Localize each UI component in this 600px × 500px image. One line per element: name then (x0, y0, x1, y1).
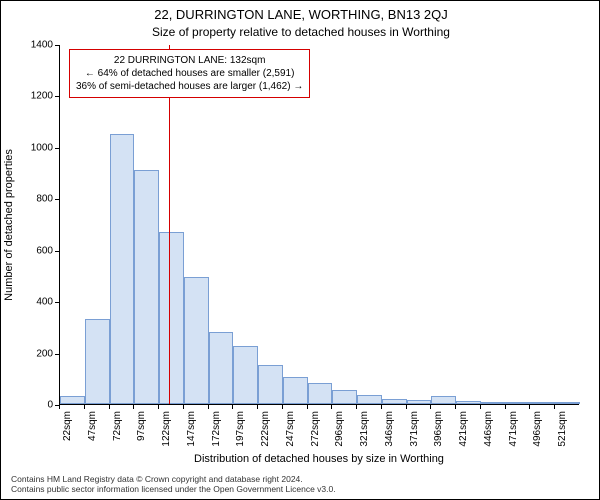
x-tick-label: 496sqm (532, 411, 543, 461)
x-tick-mark (480, 405, 481, 409)
x-tick-mark (356, 405, 357, 409)
y-tick-mark (55, 45, 59, 46)
x-tick-mark (257, 405, 258, 409)
x-tick-label: 521sqm (557, 411, 568, 461)
y-tick-label: 800 (13, 194, 53, 205)
x-tick-label: 122sqm (161, 411, 172, 461)
y-tick-label: 200 (13, 348, 53, 359)
histogram-bar (233, 346, 258, 404)
y-tick-mark (55, 148, 59, 149)
x-tick-mark (430, 405, 431, 409)
y-tick-label: 0 (13, 400, 53, 411)
x-tick-label: 247sqm (285, 411, 296, 461)
callout-line: ← 64% of detached houses are smaller (2,… (76, 67, 303, 80)
x-tick-label: 22sqm (62, 411, 73, 461)
y-tick-mark (55, 251, 59, 252)
histogram-bar (110, 134, 135, 404)
x-tick-label: 97sqm (136, 411, 147, 461)
histogram-bar (209, 332, 234, 404)
y-tick-label: 1200 (13, 91, 53, 102)
y-tick-mark (55, 96, 59, 97)
histogram-bar (456, 401, 481, 404)
x-tick-mark (282, 405, 283, 409)
x-tick-mark (59, 405, 60, 409)
histogram-bar (258, 365, 283, 404)
callout-line: 22 DURRINGTON LANE: 132sqm (76, 54, 303, 67)
x-tick-label: 446sqm (483, 411, 494, 461)
y-tick-mark (55, 302, 59, 303)
x-tick-mark (84, 405, 85, 409)
chart-container: 22, DURRINGTON LANE, WORTHING, BN13 2QJ … (0, 0, 600, 500)
plot-area (59, 45, 579, 405)
callout-line: 36% of semi-detached houses are larger (… (76, 80, 303, 93)
footer-text: Contains HM Land Registry data © Crown c… (11, 474, 591, 495)
x-tick-label: 172sqm (211, 411, 222, 461)
x-tick-label: 72sqm (112, 411, 123, 461)
histogram-bar (308, 383, 333, 404)
histogram-bar (60, 396, 85, 404)
histogram-bar (506, 402, 531, 404)
histogram-bar (184, 277, 209, 404)
x-tick-mark (208, 405, 209, 409)
histogram-bar (283, 377, 308, 404)
page-subtitle: Size of property relative to detached ho… (1, 25, 600, 39)
histogram-bar (530, 402, 555, 404)
x-tick-mark (381, 405, 382, 409)
x-tick-mark (331, 405, 332, 409)
x-tick-label: 396sqm (433, 411, 444, 461)
x-tick-mark (307, 405, 308, 409)
histogram-bar (481, 402, 506, 404)
y-tick-mark (55, 199, 59, 200)
histogram-bar (555, 402, 580, 404)
y-tick-label: 600 (13, 245, 53, 256)
x-tick-mark (554, 405, 555, 409)
x-tick-label: 272sqm (310, 411, 321, 461)
x-tick-mark (529, 405, 530, 409)
histogram-bar (332, 390, 357, 404)
x-tick-mark (158, 405, 159, 409)
page-title: 22, DURRINGTON LANE, WORTHING, BN13 2QJ (1, 7, 600, 22)
x-tick-mark (232, 405, 233, 409)
x-tick-mark (505, 405, 506, 409)
histogram-bar (382, 399, 407, 404)
histogram-bar (159, 232, 184, 404)
x-tick-label: 471sqm (508, 411, 519, 461)
x-tick-label: 197sqm (235, 411, 246, 461)
x-tick-label: 321sqm (359, 411, 370, 461)
x-tick-mark (133, 405, 134, 409)
histogram-bar (134, 170, 159, 404)
x-tick-label: 222sqm (260, 411, 271, 461)
x-tick-label: 421sqm (458, 411, 469, 461)
footer-line: Contains public sector information licen… (11, 484, 591, 495)
y-tick-label: 1000 (13, 142, 53, 153)
histogram-bar (357, 395, 382, 404)
histogram-bar (407, 400, 432, 404)
x-tick-mark (455, 405, 456, 409)
reference-line (169, 45, 170, 404)
histogram-bar (431, 396, 456, 404)
x-tick-label: 296sqm (334, 411, 345, 461)
x-tick-mark (183, 405, 184, 409)
x-tick-mark (109, 405, 110, 409)
y-tick-label: 1400 (13, 40, 53, 51)
x-tick-label: 47sqm (87, 411, 98, 461)
footer-line: Contains HM Land Registry data © Crown c… (11, 474, 591, 485)
x-tick-label: 371sqm (409, 411, 420, 461)
x-tick-mark (406, 405, 407, 409)
histogram-bar (85, 319, 110, 404)
callout-box: 22 DURRINGTON LANE: 132sqm ← 64% of deta… (69, 49, 310, 98)
y-tick-label: 400 (13, 297, 53, 308)
y-tick-mark (55, 354, 59, 355)
x-tick-label: 346sqm (384, 411, 395, 461)
x-tick-label: 147sqm (186, 411, 197, 461)
